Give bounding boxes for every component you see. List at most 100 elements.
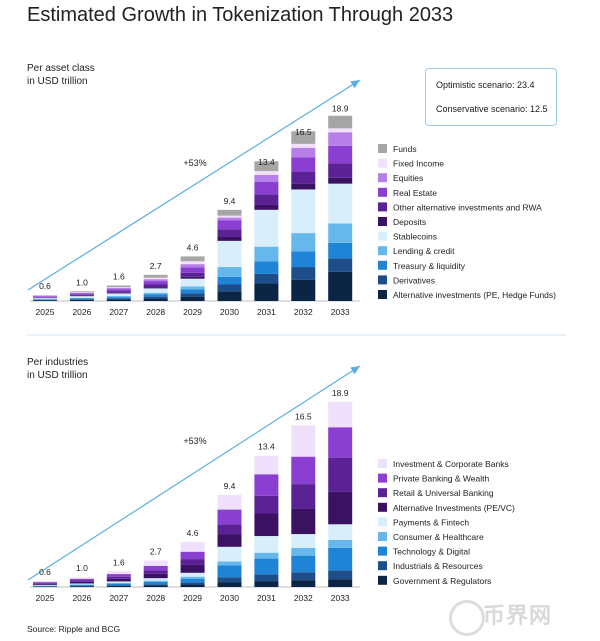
chart1-bar-segment — [33, 298, 57, 300]
chart2-legend-label: Industrials & Resources — [393, 561, 483, 571]
chart2-legend-label: Government & Regulators — [393, 576, 491, 586]
chart2-bar-segment — [217, 561, 242, 566]
chart2-bar-segment — [291, 534, 316, 548]
chart2-subtitle: Per industries in USD trillion — [27, 356, 88, 382]
chart2-legend-label: Consumer & Healthcare — [393, 532, 484, 542]
chart1-bar-segment — [217, 236, 242, 241]
chart1-bar-segment — [180, 278, 205, 287]
chart2-bar-segment — [143, 585, 168, 587]
chart2-bar-segment — [106, 586, 131, 587]
chart2-bar-segment — [180, 578, 205, 583]
watermark-text: 币界网 — [483, 603, 553, 628]
chart1-legend-swatch — [378, 231, 387, 241]
chart2-bar-segment — [69, 580, 94, 582]
chart1-x-tick-label: 2033 — [331, 307, 350, 317]
chart2-bar-segment — [254, 581, 279, 587]
chart1-bar-segment — [180, 296, 205, 301]
chart1-subtitle-line2: in USD trillion — [27, 76, 88, 87]
chart1-bar-segment — [143, 292, 168, 295]
chart2-bar-segment — [254, 474, 279, 496]
chart1-legend-swatch — [378, 290, 387, 299]
optimistic-scenario-label: Optimistic scenario: 23.4 — [436, 80, 535, 90]
chart1-legend-swatch — [378, 187, 387, 197]
chart1-bar-segment — [291, 143, 316, 148]
chart1-legend-swatch — [378, 202, 387, 212]
chart1-x-tick-label: 2028 — [146, 307, 165, 317]
chart1-total-label: 16.5 — [295, 127, 312, 137]
chart2-bar-segment — [291, 580, 316, 587]
chart2-x-tick-label: 2029 — [183, 593, 202, 603]
chart1-bar-segment — [328, 145, 353, 164]
chart2-bar-segment — [33, 584, 57, 586]
chart2-bar-segment — [217, 577, 242, 583]
chart1-legend-swatch — [378, 217, 387, 226]
chart1-legend-swatch — [378, 246, 387, 256]
chart1-bar-segment — [217, 267, 242, 277]
chart1-bar-segment — [254, 204, 279, 210]
chart2-bar-segment — [291, 555, 316, 573]
chart1-total-label: 13.4 — [258, 157, 275, 167]
chart2-x-tick-label: 2033 — [331, 593, 350, 603]
chart2-bar-segment — [217, 494, 242, 510]
chart2-bar-segment — [143, 578, 168, 581]
chart1-bar-segment — [143, 294, 168, 297]
chart2-x-tick-label: 2027 — [109, 593, 128, 603]
chart2-bar-segment — [217, 534, 242, 547]
chart2-total-label: 0.6 — [39, 567, 51, 577]
chart1-bar-segment — [180, 256, 205, 262]
chart1-bar-segment — [180, 267, 205, 273]
chart2-bar-segment — [328, 547, 353, 571]
chart2-bar-segment — [180, 576, 205, 579]
chart2-bar-segment — [217, 524, 242, 535]
chart1-bar-segment — [69, 292, 94, 294]
chart1-bar-segment — [291, 171, 316, 184]
chart2-legend-swatch — [378, 561, 387, 571]
chart1-bar-segment — [217, 276, 242, 285]
chart1-bar-segment — [180, 276, 205, 279]
chart2-legend-swatch — [378, 575, 387, 585]
chart1-bar-segment — [143, 288, 168, 293]
chart2-bar-segment — [217, 546, 242, 562]
chart1-legend-swatch — [378, 144, 387, 153]
chart1-growth-arrow-line — [27, 79, 361, 291]
chart1-bar-segment — [217, 284, 242, 292]
chart2-bar-segment — [69, 586, 94, 587]
chart2-bar-segment — [328, 457, 353, 492]
chart1-bar-segment — [328, 242, 353, 259]
chart1-bar-segment — [143, 274, 168, 278]
chart2-bar-segment — [33, 583, 57, 584]
chart1-x-tick-label: 2025 — [36, 307, 55, 317]
chart1-x-tick-label: 2027 — [109, 307, 128, 317]
chart1-bar-segment — [143, 298, 168, 301]
chart2-bar-segment — [254, 513, 279, 537]
chart1-bar-segment — [254, 181, 279, 195]
chart2-total-label: 4.6 — [187, 528, 199, 538]
chart2-bar-segment — [106, 585, 131, 587]
chart1-legend-swatch — [378, 173, 387, 183]
chart2-bar-segment — [33, 585, 57, 587]
chart2-subtitle-line2: in USD trillion — [27, 370, 88, 381]
chart1-x-tick-label: 2030 — [220, 307, 239, 317]
chart1-legend-label: Equities — [393, 173, 423, 183]
chart2-bar-segment — [254, 558, 279, 575]
chart1-total-label: 9.4 — [224, 196, 236, 206]
chart2-bar-segment — [291, 572, 316, 581]
chart1-bar-segment — [254, 283, 279, 301]
chart1-bar-segment — [328, 128, 353, 133]
chart1-bar-segment — [69, 297, 94, 299]
chart1-legend-label: Treasury & liquidity — [393, 261, 466, 271]
chart1-bar-segment — [143, 281, 168, 285]
chart1-bar-segment — [217, 215, 242, 218]
chart1-bar-segment — [69, 296, 94, 298]
chart2-legend-swatch — [378, 546, 387, 556]
chart2-bar-segment — [180, 584, 205, 587]
chart1-total-label: 0.6 — [39, 281, 51, 291]
chart1-bar-segment — [69, 293, 94, 295]
chart2-legend-label: Investment & Corporate Banks — [393, 459, 509, 469]
chart1-bar-segment — [33, 296, 57, 298]
chart2-bar-segment — [328, 539, 353, 548]
chart1-bar-segment — [106, 292, 131, 294]
chart2-total-label: 18.9 — [332, 388, 349, 398]
source-note: Source: Ripple and BCG — [27, 624, 121, 634]
